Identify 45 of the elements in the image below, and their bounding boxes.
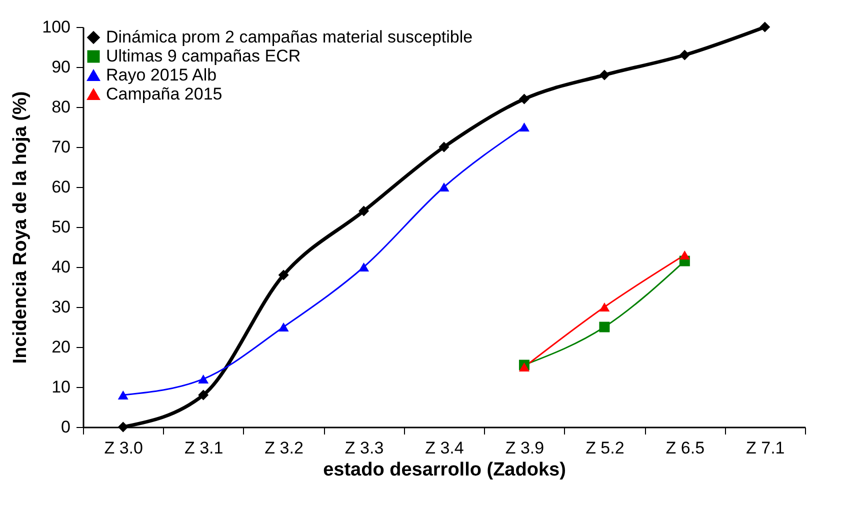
- point: [278, 322, 289, 332]
- legend-label: Ultimas 9 campañas ECR: [106, 46, 301, 66]
- point: [599, 70, 610, 80]
- y-tick-label: 100: [42, 18, 70, 36]
- x-tick-label: Z 3.9: [505, 438, 544, 458]
- y-tick-label: 60: [52, 178, 70, 196]
- y-tick-label: 0: [61, 418, 70, 436]
- y-tick-label: 80: [52, 98, 70, 116]
- x-tick-label: Z 3.4: [425, 438, 464, 458]
- x-tick-label: Z 3.1: [184, 438, 224, 458]
- point: [358, 262, 370, 272]
- y-tick-label: 30: [52, 298, 70, 316]
- point: [518, 362, 530, 372]
- point: [679, 50, 690, 60]
- point: [518, 122, 530, 132]
- y-tick-label: 50: [52, 218, 70, 236]
- y-tick-label: 10: [52, 378, 70, 396]
- y-tick-label: 20: [52, 338, 70, 356]
- legend-label: Dinámica prom 2 campañas material susceptible: [106, 28, 473, 46]
- point: [599, 322, 610, 332]
- y-tick-label: 90: [52, 58, 70, 76]
- y-axis-title: Incidencia Roya de la hoja (%): [10, 91, 32, 364]
- point: [198, 390, 209, 400]
- point: [438, 142, 450, 152]
- point: [358, 206, 370, 216]
- point: [679, 250, 690, 260]
- x-tick-label: Z 5.2: [586, 438, 624, 458]
- point: [599, 302, 610, 312]
- point: [118, 390, 128, 400]
- x-axis-title: estado desarrollo (Zadoks): [323, 460, 566, 480]
- point: [278, 270, 289, 280]
- point: [118, 422, 128, 432]
- point: [760, 22, 770, 32]
- point: [518, 94, 530, 104]
- legend-label: Campaña 2015: [106, 84, 222, 104]
- x-tick-label: Z 6.5: [666, 438, 705, 458]
- y-tick-label: 70: [52, 138, 70, 156]
- point: [198, 374, 209, 384]
- x-tick-label: Z 3.0: [104, 438, 143, 458]
- x-tick-label: Z 3.2: [264, 438, 304, 458]
- legend-label: Rayo 2015 Alb: [106, 66, 217, 84]
- x-tick-label: Z 7.1: [746, 438, 785, 458]
- point: [438, 182, 450, 192]
- y-tick-label: 40: [52, 258, 70, 276]
- x-tick-label: Z 3.3: [344, 438, 384, 458]
